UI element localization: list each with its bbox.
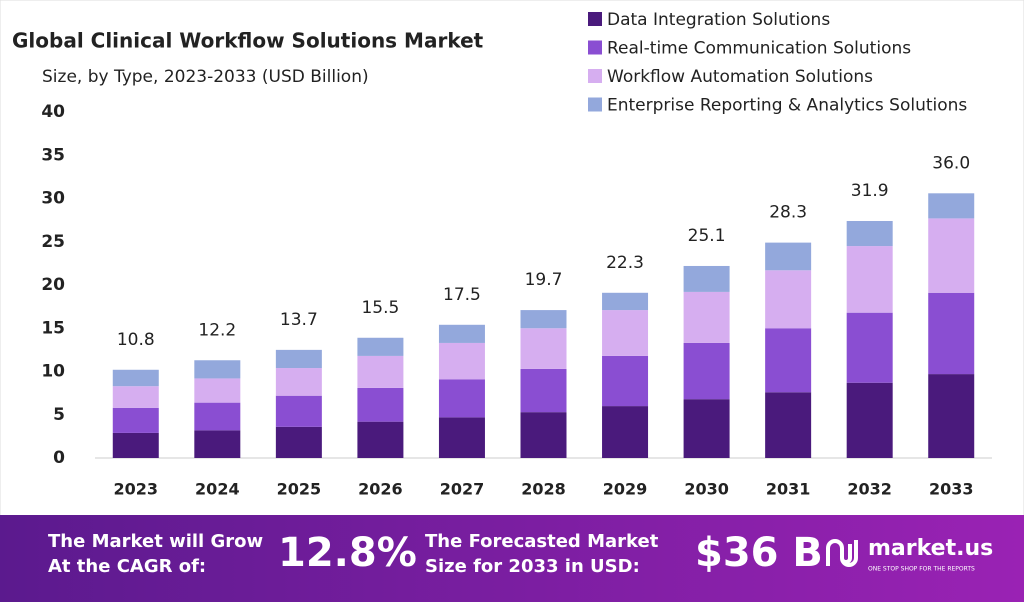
y-tick-label: 0 [53,448,65,468]
bar-segment [683,342,730,400]
x-tick-label: 2028 [521,480,566,499]
bar-segment [602,406,649,458]
total-label: 28.3 [769,203,807,223]
bar-segment [357,387,404,422]
chart-subtitle: Size, by Type, 2023-2033 (USD Billion) [42,67,369,87]
y-tick-label: 40 [41,102,65,122]
x-tick-label: 2032 [847,480,892,499]
bar-segment [683,265,730,292]
x-tick-label: 2025 [277,480,322,499]
banner-text: Size for 2033 in USD: [425,556,640,577]
legend-label: Enterprise Reporting & Analytics Solutio… [607,96,967,116]
bar-segment [846,220,893,247]
banner-value: $36 B [695,530,823,576]
total-label: 19.7 [525,270,563,290]
bar-segment [602,310,649,356]
bar-segment [112,386,159,408]
bar-segment [357,355,404,388]
bar-segment [846,246,893,313]
x-tick-label: 2026 [358,480,403,499]
banner-value: 12.8% [278,530,417,576]
legend: Data Integration Solutions Real-time Comm… [588,10,967,116]
y-tick-label: 25 [41,232,65,252]
bar-segment [846,382,893,458]
legend-swatch [588,69,602,83]
x-tick-label: 2029 [603,480,648,499]
bar-segment [520,368,567,413]
total-label: 17.5 [443,285,481,305]
x-tick-label: 2024 [195,480,240,499]
bar-segment [520,412,567,458]
bar-segment [928,218,975,293]
legend-swatch [588,97,602,112]
banner-text: The Forecasted Market [425,531,659,552]
bar-segment [846,312,893,383]
total-label: 10.8 [117,330,155,350]
total-label: 36.0 [932,153,970,173]
bar-segment [357,421,404,458]
bar-segment [194,402,241,431]
bar-segment [112,369,159,387]
bar-segment [765,392,812,458]
banner-text: The Market will Grow [48,531,263,552]
bar-segment [438,379,485,418]
y-tick-label: 15 [41,318,65,338]
bar-segment [438,417,485,458]
x-tick-label: 2027 [440,480,485,499]
total-label: 15.5 [361,298,399,318]
bar-segment [438,324,485,343]
x-tick-label: 2031 [766,480,811,499]
banner-text: At the CAGR of: [48,556,206,577]
chart-title: Global Clinical Workflow Solutions Marke… [12,29,484,53]
bar-segment [520,310,567,329]
x-tick-label: 2033 [929,480,974,499]
x-tick-label: 2030 [684,480,729,499]
y-tick-label: 5 [53,405,65,425]
bar-segment [765,242,812,271]
legend-label: Data Integration Solutions [607,10,830,30]
bar-segment [275,368,322,396]
y-tick-label: 30 [41,189,65,209]
bar-segment [275,426,322,458]
legend-label: Real-time Communication Solutions [607,39,911,59]
legend-swatch [588,40,602,55]
bar-segment [683,291,730,343]
bar-segment [683,399,730,458]
brand-tagline: ONE STOP SHOP FOR THE REPORTS [868,566,975,573]
total-label: 22.3 [606,253,644,273]
bar-segment [194,360,241,379]
x-tick-label: 2023 [114,480,159,499]
total-label: 31.9 [851,181,889,201]
legend-label: Workflow Automation Solutions [607,67,873,87]
bar-segment [112,432,159,458]
bar-segment [928,374,975,458]
brand-name: market.us [868,536,993,561]
total-label: 12.2 [198,320,236,340]
y-tick-label: 10 [41,362,65,382]
banner [0,515,1024,602]
bar-segment [928,193,975,219]
bar-segment [520,328,567,369]
bar-segment [194,378,241,403]
legend-swatch [588,12,602,26]
bar-segment [438,342,485,380]
bar-segment [194,430,241,458]
bar-segment [765,270,812,329]
y-tick-label: 35 [41,145,65,165]
bar-segment [602,292,649,311]
brand-logo [826,539,858,567]
bar-segment [112,407,159,433]
total-label: 25.1 [688,226,726,246]
y-tick-label: 20 [41,275,65,295]
bar-segment [357,337,404,356]
bar-segment [275,349,322,369]
bar-segment [765,328,812,393]
total-label: 13.7 [280,310,318,330]
bar-segment [275,395,322,427]
bar-segment [928,292,975,375]
bar-segment [602,355,649,407]
